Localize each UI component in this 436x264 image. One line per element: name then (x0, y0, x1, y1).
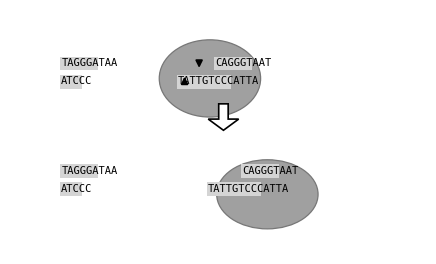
Text: CAGGGTAAT: CAGGGTAAT (215, 58, 271, 68)
Text: TATTGTCCCATTA: TATTGTCCCATTA (208, 184, 290, 194)
FancyArrow shape (208, 104, 238, 130)
Bar (60, 75, 82, 89)
Bar (207, 182, 261, 196)
Text: TAGGGATAA: TAGGGATAA (61, 166, 118, 176)
Text: TATTGTCCCATTA: TATTGTCCCATTA (178, 77, 259, 87)
Bar (214, 56, 252, 70)
Text: TAGGGATAA: TAGGGATAA (61, 58, 118, 68)
Bar (60, 182, 82, 196)
Bar (60, 164, 98, 178)
Bar (177, 75, 231, 89)
Text: ATCCC: ATCCC (61, 184, 92, 194)
Ellipse shape (217, 160, 318, 229)
Bar (241, 164, 279, 178)
Bar (60, 56, 98, 70)
Text: ATCCC: ATCCC (61, 77, 92, 87)
Text: CAGGGTAAT: CAGGGTAAT (242, 166, 298, 176)
Ellipse shape (159, 40, 261, 117)
